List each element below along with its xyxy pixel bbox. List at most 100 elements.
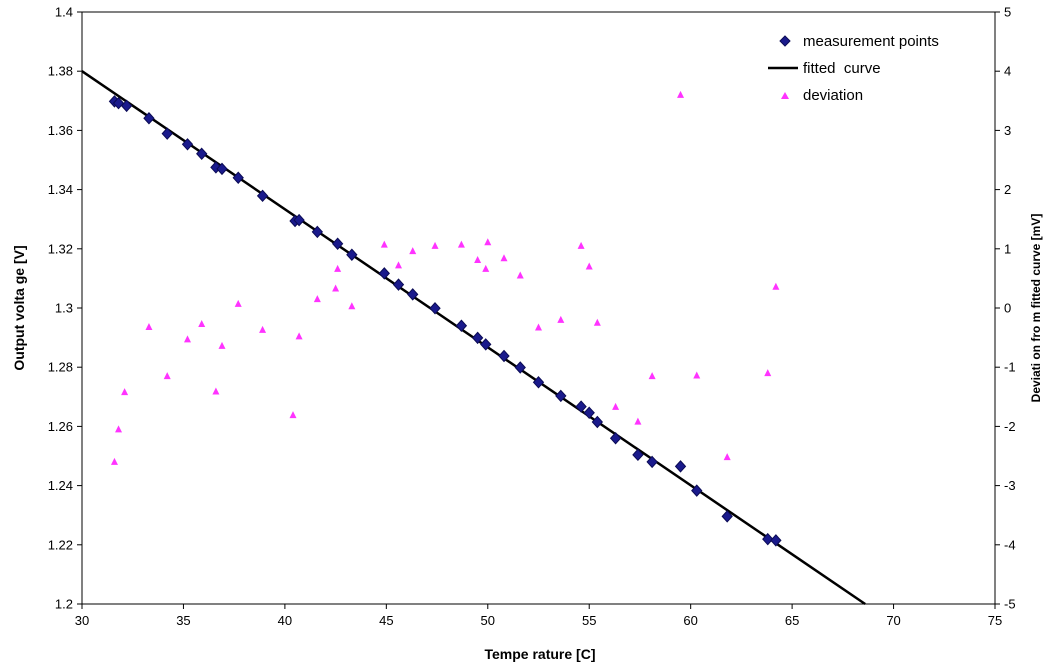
x-tick-label: 65 — [785, 613, 799, 628]
measurement-point — [378, 267, 390, 280]
y-tick-label: 1.22 — [48, 537, 73, 552]
deviation-point — [557, 315, 565, 323]
deviation-point — [295, 332, 303, 340]
deviation-point — [677, 90, 685, 98]
deviation-point — [332, 284, 340, 292]
deviation-point — [184, 335, 192, 343]
deviation-point — [772, 282, 780, 290]
measurement-point — [471, 331, 484, 345]
y2-tick-label: 1 — [1004, 241, 1011, 256]
measurement-point — [674, 460, 687, 473]
measurement-point — [609, 431, 622, 445]
y2-tick-label: 0 — [1004, 301, 1011, 316]
measurement-point — [256, 189, 269, 203]
deviation-point — [218, 341, 226, 349]
deviation-point — [163, 372, 171, 380]
legend: measurement points fitted curve deviatio… — [768, 33, 939, 104]
deviation-point — [612, 402, 620, 410]
measurement-point — [583, 406, 595, 420]
deviation-point — [212, 387, 220, 395]
deviation-point — [516, 271, 524, 279]
deviation-point — [145, 322, 153, 330]
deviation-point — [535, 323, 542, 331]
deviation-point — [764, 369, 772, 377]
measurement-point — [161, 127, 173, 140]
deviation-point — [110, 457, 118, 465]
measurement-point — [721, 510, 733, 523]
deviation-point — [693, 371, 701, 379]
measurement-point — [514, 361, 526, 374]
x-tick-label: 45 — [379, 613, 393, 628]
measurement-point — [196, 147, 208, 161]
y-tick-label: 1.24 — [48, 478, 73, 493]
y2-tick-label: -5 — [1004, 597, 1016, 612]
measurement-point — [429, 302, 441, 315]
y-tick-label: 1.36 — [48, 123, 73, 138]
y2-tick-label: -3 — [1004, 478, 1016, 493]
measurement-point — [120, 99, 133, 113]
measurement-point — [112, 96, 125, 110]
x-axis-ticks: 30 35 40 45 50 55 60 65 70 75 — [75, 604, 1002, 628]
x-tick-label: 50 — [481, 613, 495, 628]
x-tick-label: 75 — [988, 613, 1002, 628]
deviation-point — [289, 411, 297, 419]
deviation-point — [259, 325, 267, 333]
x-tick-label: 35 — [176, 613, 190, 628]
legend-triangle-marker — [781, 92, 789, 99]
measurement-point — [591, 415, 604, 429]
y2-tick-label: 5 — [1004, 5, 1011, 20]
y-tick-label: 1.2 — [55, 597, 73, 612]
deviation-point — [409, 247, 417, 255]
deviation-point — [457, 240, 465, 248]
measurement-point — [762, 532, 774, 546]
measurement-point — [575, 400, 587, 413]
measurement-point — [331, 237, 344, 251]
y-axis-title: Output volta ge [V] — [11, 245, 27, 370]
legend-entry-measurement-points: measurement points — [779, 33, 939, 50]
deviation-point — [348, 302, 356, 310]
y-tick-label: 1.3 — [55, 301, 73, 316]
deviation-point — [334, 264, 342, 272]
legend-label: fitted curve — [803, 60, 881, 77]
deviation-point — [577, 241, 585, 249]
measurement-point — [691, 484, 703, 497]
deviation-series — [110, 90, 780, 465]
deviation-point — [431, 241, 439, 249]
y2-tick-label: 2 — [1004, 182, 1011, 197]
deviation-point — [121, 388, 129, 396]
legend-entry-fitted-curve: fitted curve — [768, 60, 881, 77]
measurement-point — [455, 319, 468, 333]
measurement-point — [293, 213, 305, 227]
y-tick-label: 1.28 — [48, 360, 73, 375]
legend-label: deviation — [803, 87, 863, 104]
deviation-point — [484, 238, 492, 246]
x-tick-label: 60 — [683, 613, 697, 628]
deviation-point — [593, 318, 601, 326]
measurement-point — [632, 448, 644, 462]
x-axis-title: Tempe rature [C] — [485, 646, 596, 662]
deviation-point — [500, 254, 508, 262]
deviation-point — [198, 319, 206, 327]
legend-entry-deviation: deviation — [781, 87, 863, 104]
deviation-point — [474, 256, 482, 264]
deviation-point — [395, 261, 403, 269]
measurement-point — [181, 138, 194, 151]
deviation-point — [634, 417, 642, 425]
series-layer — [81, 70, 866, 606]
measurement-points-series — [108, 95, 782, 547]
y2-tick-label: -4 — [1004, 537, 1016, 552]
deviation-point — [234, 299, 242, 307]
deviation-point — [482, 264, 490, 272]
measurement-point — [143, 112, 155, 125]
deviation-point — [380, 240, 388, 248]
measurement-point — [770, 534, 782, 547]
measurement-point — [646, 455, 658, 469]
measurement-point — [532, 376, 545, 389]
measurement-point — [407, 288, 419, 301]
legend-diamond-marker — [779, 35, 791, 47]
deviation-point — [585, 262, 593, 270]
measurement-point — [392, 278, 405, 291]
measurement-point — [311, 225, 324, 239]
measurement-point — [498, 349, 510, 363]
measurement-point — [346, 248, 358, 261]
